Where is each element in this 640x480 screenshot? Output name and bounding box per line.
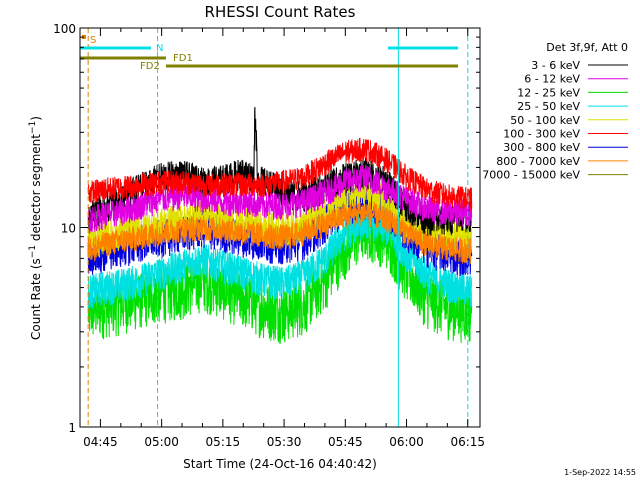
legend-entry-label-0: 3 - 6 keV [531,59,580,72]
series-line-2 [87,205,473,344]
x-axis-label: Start Time (24-Oct-16 04:40:42) [183,457,377,471]
flag-n-label: N [156,43,163,54]
x-tick-label-6: 06:15 [450,435,485,449]
series-line-7 [87,200,473,265]
y-label-exp-1: −1 [28,245,38,258]
y-label-part-1: Count Rate (s [29,258,43,340]
legend-entry-label-1: 6 - 12 keV [524,73,580,86]
footer-date: 1-Sep-2022 14:55 [564,468,636,477]
y-tick-label-1: 10 [61,222,76,236]
series-line-1 [87,164,473,234]
y-label-part-3: ) [29,116,43,121]
y-label-part-2: detector segment [29,134,43,245]
x-tick-label-2: 05:15 [206,435,241,449]
x-tick-label-0: 04:45 [83,435,118,449]
x-tick-label-1: 05:00 [144,435,179,449]
flag-fd1-label: FD1 [173,53,193,64]
series-line-3 [87,204,473,310]
legend-entry-label-4: 50 - 100 keV [510,114,580,127]
flag-fd2-label: FD2 [140,61,160,72]
plot-area: S N FD1 FD2 [79,28,473,427]
legend-entry-label-8: 7000 - 15000 keV [482,169,580,182]
legend-entry-label-7: 800 - 7000 keV [496,155,580,168]
axes: 1 10 100 04:45 05:00 05:15 05:30 05:45 06:00 06:1… [53,22,485,449]
y-tick-label-2: 100 [53,22,76,36]
series-line-5 [87,137,473,212]
legend-header: Det 3f,9f, Att 0 [546,41,628,54]
x-tick-label-3: 05:30 [267,435,302,449]
y-tick-label-0: 1 [68,421,76,435]
flag-s-label: S [90,35,96,46]
x-tick-label-5: 06:00 [389,435,424,449]
chart-title: RHESSI Count Rates [205,3,356,21]
legend-entry-label-5: 100 - 300 keV [503,128,580,141]
y-label-exp-2: −1 [28,121,38,134]
legend-entry-label-6: 300 - 800 keV [503,141,580,154]
legend-entry-label-2: 12 - 25 keV [517,86,580,99]
y-axis-label: Count Rate (s−1 detector segment−1) [28,116,43,340]
legend-entry-label-3: 25 - 50 keV [517,100,580,113]
x-tick-label-4: 05:45 [328,435,363,449]
